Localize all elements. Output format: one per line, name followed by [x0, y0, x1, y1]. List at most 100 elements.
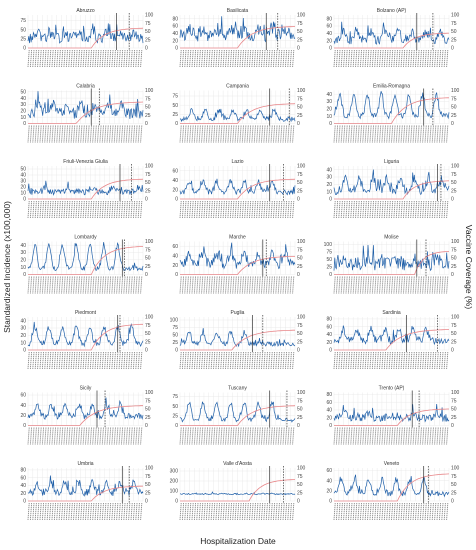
- x-tick-label: [227, 427, 230, 445]
- right-y-tick-label: 0: [145, 423, 148, 429]
- x-tick-label-band: [333, 427, 449, 445]
- x-tick-label: [181, 49, 185, 68]
- x-tick-label: [208, 427, 211, 445]
- x-tick-label: [347, 49, 351, 68]
- x-tick-label: [80, 351, 83, 370]
- x-tick-label: [179, 125, 182, 143]
- x-tick-label: [362, 276, 365, 294]
- x-tick-label: [29, 427, 33, 445]
- x-tick-label: [256, 427, 259, 445]
- x-tick-label: [63, 49, 66, 68]
- x-tick-label: [280, 49, 283, 68]
- right-y-tick-label: 50: [297, 407, 303, 413]
- x-tick-label: [376, 351, 379, 370]
- x-tick-label: [251, 276, 254, 294]
- x-tick-label: [89, 125, 92, 143]
- x-tick-label: [350, 125, 353, 143]
- x-tick-label: [120, 502, 124, 521]
- x-tick-label: [265, 427, 268, 445]
- x-tick-label: [130, 502, 133, 521]
- x-tick-label: [246, 502, 249, 521]
- incidence-line: [333, 91, 450, 120]
- right-y-tick-label: 25: [451, 188, 457, 194]
- x-tick-label: [196, 125, 199, 143]
- x-tick-label: [111, 351, 114, 370]
- x-tick-label: [208, 502, 211, 521]
- x-tick-label: [140, 125, 143, 143]
- x-tick-label: [424, 502, 427, 521]
- left-y-tick-label: 20: [172, 38, 178, 44]
- x-tick-label: [65, 200, 68, 219]
- x-tick-label: [125, 200, 128, 219]
- x-tick-label: [333, 351, 336, 370]
- right-y-tick-label: 100: [297, 13, 306, 19]
- left-y-tick-label: 75: [172, 394, 178, 400]
- x-tick-label: [364, 427, 367, 445]
- x-tick-label: [63, 125, 66, 143]
- x-tick-label: [383, 351, 386, 370]
- x-tick-label: [251, 49, 254, 68]
- x-tick-label: [237, 502, 240, 521]
- x-tick-label: [443, 351, 446, 370]
- x-tick-label: [333, 502, 336, 521]
- x-tick-label: [205, 49, 209, 68]
- incidence-line: [333, 21, 450, 45]
- x-tick-label: [39, 502, 42, 521]
- x-tick-label: [203, 351, 206, 370]
- x-tick-label: [386, 502, 389, 521]
- x-tick-label: [374, 502, 377, 521]
- x-tick-label: [58, 427, 61, 445]
- x-tick-label: [443, 276, 446, 294]
- x-tick-label: [388, 502, 391, 521]
- left-y-tick-label: 40: [326, 332, 332, 338]
- x-tick-label: [249, 125, 252, 143]
- x-tick-label: [227, 502, 230, 521]
- x-tick-label: [422, 200, 425, 219]
- x-tick-label: [186, 427, 189, 445]
- x-tick-label: [359, 125, 363, 143]
- right-y-tick-label: 25: [145, 339, 151, 345]
- x-tick-label: [135, 427, 138, 445]
- x-axis-title: Hospitalization Date: [200, 536, 276, 546]
- x-tick-label: [246, 351, 249, 370]
- x-tick-label: [128, 276, 131, 294]
- x-tick-label: [438, 49, 442, 68]
- x-tick-label: [208, 351, 211, 370]
- x-tick-label: [82, 351, 85, 370]
- right-y-tick-label: 75: [451, 21, 457, 27]
- x-tick-label: [137, 49, 140, 68]
- x-tick-label: [393, 351, 396, 370]
- right-y-tick-label: 0: [451, 197, 454, 203]
- x-tick-label: [41, 276, 45, 294]
- x-tick-label: [101, 351, 104, 370]
- x-tick-label: [92, 351, 95, 370]
- x-tick-label: [109, 125, 112, 143]
- x-tick-label: [189, 49, 192, 68]
- x-tick-label: [434, 200, 437, 219]
- x-tick-label: [412, 351, 415, 370]
- x-tick-label: [362, 49, 365, 68]
- x-tick-label: [398, 502, 401, 521]
- x-tick-label: [340, 200, 343, 219]
- x-tick-label: [181, 427, 185, 445]
- x-tick-label: [116, 125, 119, 143]
- x-tick-label: [27, 427, 30, 445]
- x-tick-label-band: [179, 125, 295, 143]
- x-tick-label: [198, 125, 201, 143]
- x-tick-label: [388, 351, 391, 370]
- x-tick-label: [215, 125, 218, 143]
- x-tick-label: [253, 200, 256, 219]
- x-tick-label: [345, 502, 348, 521]
- left-y-tick-label: 75: [172, 325, 178, 331]
- x-tick-label: [357, 125, 360, 143]
- left-y-tick-label: 0: [329, 46, 332, 52]
- x-tick-label: [410, 276, 413, 294]
- x-tick-label: [258, 502, 261, 521]
- x-tick-label: [253, 125, 256, 143]
- x-tick-label: [179, 427, 182, 445]
- x-tick-label: [419, 276, 422, 294]
- x-tick-label: [268, 276, 271, 294]
- x-tick-label: [284, 351, 288, 370]
- right-y-tick-label: 75: [145, 172, 151, 178]
- x-tick-label: [434, 276, 437, 294]
